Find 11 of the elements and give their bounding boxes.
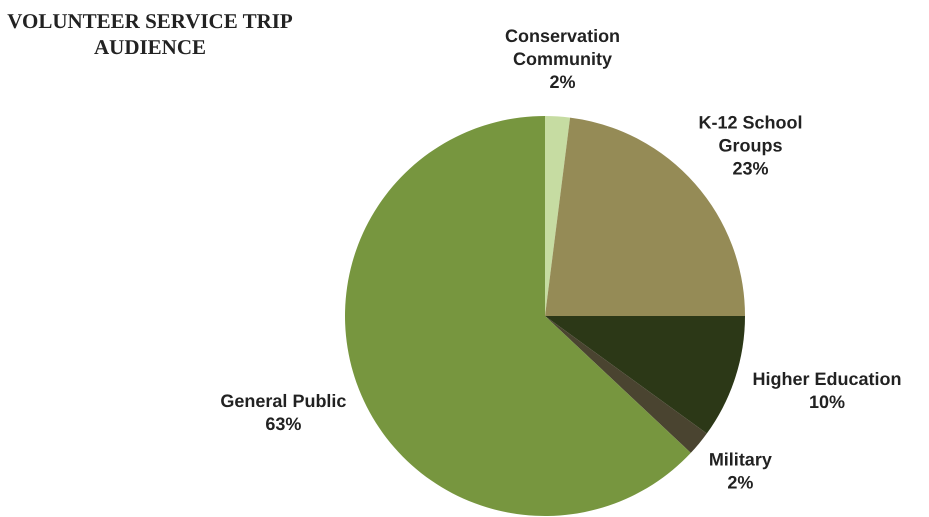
slice-label: Military	[708, 450, 772, 470]
data-label: 23%	[732, 158, 769, 178]
slice-label: Higher Education	[752, 369, 902, 390]
slice-label: Conservation Community	[505, 26, 620, 69]
slice-label: General Public	[220, 390, 346, 411]
data-label: 2%	[550, 72, 576, 92]
data-label: 10%	[808, 392, 846, 412]
slice-label: K-12 School Groups	[698, 112, 803, 156]
data-label: 63%	[265, 414, 302, 434]
chart-title: VOLUNTEER SERVICE TRIP AUDIENCE	[6, 8, 294, 60]
data-label: 2%	[727, 472, 754, 493]
